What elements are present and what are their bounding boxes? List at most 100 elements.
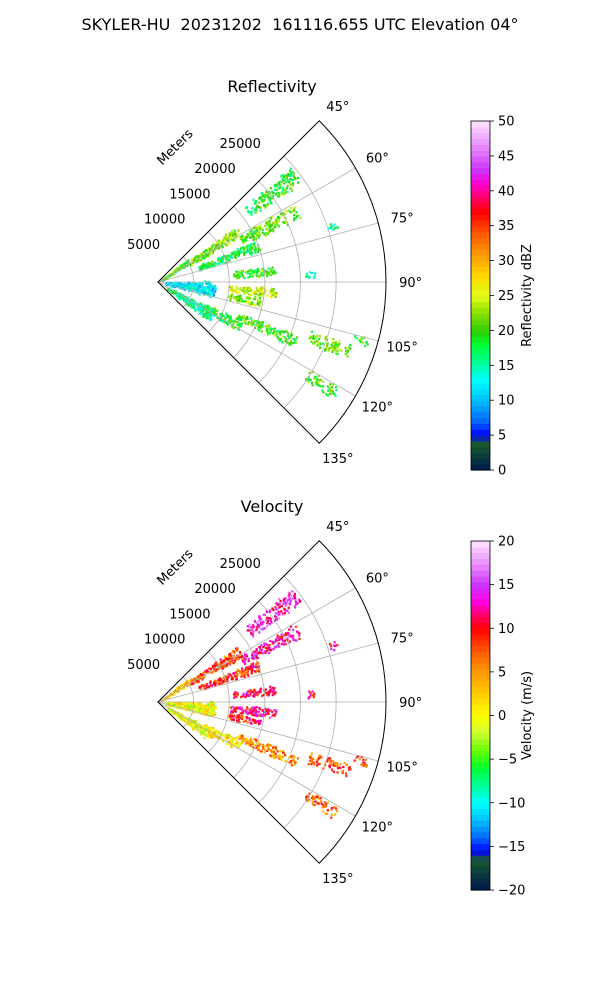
colorbar-segment <box>471 359 490 366</box>
echo-pixel <box>273 714 276 717</box>
echo-pixel <box>294 596 297 600</box>
echo-pixel <box>255 274 258 277</box>
echo-pixel <box>233 297 236 300</box>
echo-pixel <box>185 719 188 722</box>
echo-pixel <box>253 651 257 654</box>
echo-pixel <box>199 703 202 706</box>
echo-pixel <box>262 200 265 203</box>
echo-pixel <box>276 602 279 605</box>
echo-pixel <box>330 648 333 651</box>
colorbar-segment <box>471 628 490 635</box>
echo-pixel <box>265 693 268 696</box>
echo-pixel <box>220 314 224 317</box>
echo-pixel <box>254 738 257 741</box>
colorbar-segment <box>471 237 490 244</box>
echo-pixel <box>240 235 243 238</box>
echo-pixel <box>250 321 253 324</box>
echo-pixel <box>175 294 178 297</box>
echo-pixel <box>213 710 216 713</box>
echo-pixel <box>219 677 222 680</box>
echo-cell-0 <box>245 167 300 216</box>
echo-pixel <box>289 211 292 214</box>
echo-pixel <box>208 293 211 297</box>
echo-pixel <box>196 707 199 710</box>
echo-pixel <box>231 253 234 256</box>
grid-spoke <box>157 701 379 762</box>
echo-pixel <box>258 616 261 619</box>
echo-pixel <box>269 754 272 757</box>
echo-pixel <box>261 270 264 273</box>
echo-pixel <box>299 216 302 219</box>
echo-pixel <box>261 274 265 277</box>
echo-pixel <box>305 796 308 799</box>
echo-pixel <box>249 211 252 214</box>
echo-pixel <box>193 681 197 684</box>
echo-pixel <box>213 706 216 709</box>
echo-pixel <box>251 743 254 746</box>
echo-pixel <box>197 705 200 708</box>
echo-pixel <box>247 209 250 212</box>
echo-pixel <box>210 671 213 674</box>
echo-pixel <box>276 220 279 223</box>
echo-pixel <box>251 247 254 250</box>
echo-pixel <box>312 342 315 345</box>
echo-pixel <box>271 694 274 697</box>
echo-cell-7 <box>228 293 262 307</box>
echo-pixel <box>253 244 256 247</box>
echo-pixel <box>209 705 213 708</box>
echo-pixel <box>211 714 214 717</box>
echo-pixel <box>221 667 225 670</box>
echo-pixel <box>255 706 258 709</box>
colorbar-segment <box>471 167 490 174</box>
echo-pixel <box>277 610 280 613</box>
echo-pixel <box>293 213 296 216</box>
echo-pixel <box>211 735 214 738</box>
echo-pixel <box>333 806 336 809</box>
colorbar-segment <box>471 826 490 833</box>
echo-cell-6 <box>229 705 278 719</box>
echo-pixel <box>246 247 249 250</box>
echo-pixel <box>281 751 285 754</box>
echo-pixel <box>230 285 233 289</box>
echo-pixel <box>232 711 235 714</box>
echo-pixel <box>325 345 329 348</box>
echo-pixel <box>318 757 321 760</box>
echo-pixel <box>241 735 244 738</box>
echo-pixel <box>193 725 196 728</box>
echo-pixel <box>272 746 275 749</box>
echo-pixel <box>239 318 242 321</box>
echo-pixel <box>198 722 201 726</box>
echo-cell-12 <box>354 335 369 347</box>
echo-pixel <box>194 283 197 287</box>
echo-pixel <box>237 745 240 748</box>
echo-pixel <box>249 245 252 248</box>
echo-pixel <box>260 644 263 647</box>
echo-pixel <box>312 335 315 338</box>
echo-pixel <box>291 590 294 593</box>
echo-pixel <box>225 312 228 315</box>
echo-pixel <box>231 659 234 662</box>
echo-pixel <box>295 215 299 218</box>
echo-pixel <box>309 755 312 758</box>
echo-pixel <box>266 231 269 234</box>
echo-pixel <box>233 229 236 232</box>
echo-pixel <box>270 201 273 204</box>
echo-pixel <box>266 643 269 647</box>
echo-pixel <box>283 178 286 182</box>
echo-pixel <box>202 729 205 732</box>
echo-pixel <box>251 710 254 713</box>
echo-pixel <box>229 297 232 300</box>
echo-pixel <box>203 289 206 292</box>
echo-pixel <box>281 192 284 195</box>
colorbar-segment <box>471 225 490 233</box>
colorbar-segment <box>471 138 490 145</box>
colorbar-segment <box>471 272 490 279</box>
echo-pixel <box>267 711 270 714</box>
echo-pixel <box>258 743 261 746</box>
echo-pixel <box>198 685 201 688</box>
colorbar-segment <box>471 266 490 273</box>
echo-pixel <box>297 181 300 184</box>
colorbar-segment <box>471 121 490 128</box>
echo-pixel <box>278 755 281 758</box>
echo-pixel <box>246 721 249 724</box>
